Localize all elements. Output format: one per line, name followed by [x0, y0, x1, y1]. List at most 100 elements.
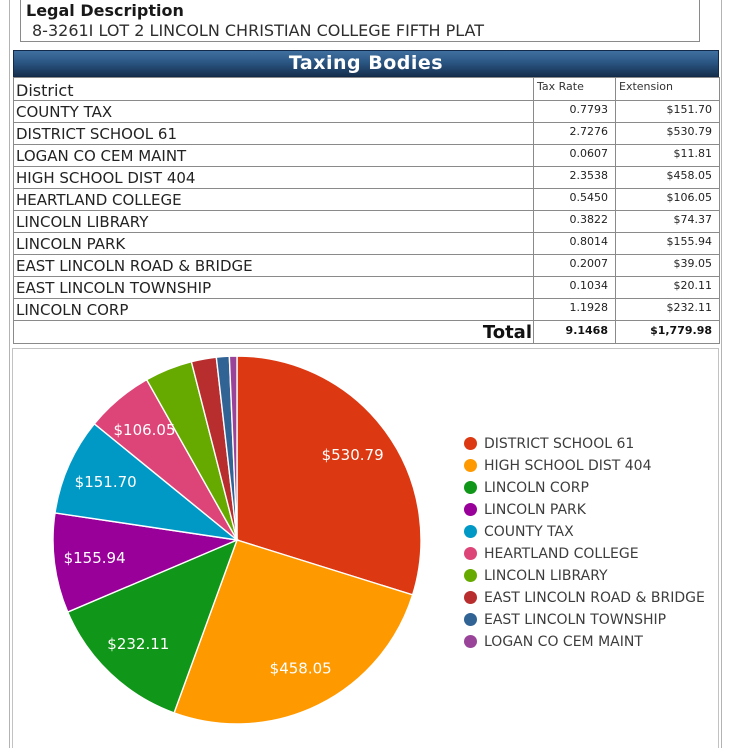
- extension-cell: $155.94: [615, 232, 720, 255]
- table-total-row: Total 9.1468 $1,779.98: [13, 320, 720, 344]
- table-row: LOGAN CO CEM MAINT 0.0607 $11.81: [13, 144, 720, 167]
- table-row: EAST LINCOLN ROAD & BRIDGE 0.2007 $39.05: [13, 254, 720, 277]
- tax-rate-cell: 0.3822: [533, 210, 616, 233]
- pie-slice-value-label: $151.70: [75, 473, 137, 491]
- extension-cell: $232.11: [615, 298, 720, 321]
- tax-pie-chart: $530.79 $458.05 $232.11 $155.94 $151.70 $106.…: [52, 355, 422, 725]
- pie-slice: [228, 355, 238, 541]
- legal-description-box: Legal Description 8-3261I LOT 2 LINCOLN …: [20, 0, 700, 42]
- district-cell: DISTRICT SCHOOL 61: [13, 122, 534, 145]
- extension-cell: $106.05: [615, 188, 720, 211]
- extension-cell: $74.37: [615, 210, 720, 233]
- district-cell: LOGAN CO CEM MAINT: [13, 144, 534, 167]
- extension-cell: $20.11: [615, 276, 720, 299]
- legend-label: EAST LINCOLN ROAD & BRIDGE: [484, 589, 705, 606]
- pie-slice-value-label: $155.94: [64, 549, 126, 567]
- legend-item: HEARTLAND COLLEGE: [464, 545, 705, 562]
- pie-slice-value-label: $530.79: [322, 446, 384, 464]
- extension-cell: $530.79: [615, 122, 720, 145]
- table-row: LINCOLN PARK 0.8014 $155.94: [13, 232, 720, 255]
- total-label: Total: [13, 320, 534, 344]
- legend-color-dot: [464, 569, 477, 582]
- legend-label: EAST LINCOLN TOWNSHIP: [484, 611, 667, 628]
- tax-rate-cell: 0.2007: [533, 254, 616, 277]
- pie-slice-value-label: $458.05: [270, 660, 332, 678]
- legend-color-dot: [464, 503, 477, 516]
- legend-color-dot: [464, 437, 477, 450]
- table-header-row: District Tax Rate Extension: [13, 77, 720, 101]
- tax-rate-cell: 0.7793: [533, 100, 616, 123]
- legend-item: DISTRICT SCHOOL 61: [464, 435, 705, 452]
- table-row: COUNTY TAX 0.7793 $151.70: [13, 100, 720, 123]
- legend-item: LOGAN CO CEM MAINT: [464, 633, 705, 650]
- legend-color-dot: [464, 459, 477, 472]
- outer-border-right: [721, 0, 722, 748]
- legend-item: HIGH SCHOOL DIST 404: [464, 457, 705, 474]
- legend-label: COUNTY TAX: [484, 523, 574, 540]
- legend-label: DISTRICT SCHOOL 61: [484, 435, 635, 452]
- taxing-bodies-header: Taxing Bodies: [13, 50, 719, 77]
- legend-label: HEARTLAND COLLEGE: [484, 545, 639, 562]
- pie-slice: [173, 539, 414, 725]
- taxing-bodies-table: District Tax Rate Extension COUNTY TAX 0.…: [13, 77, 720, 344]
- legend-color-dot: [464, 613, 477, 626]
- legend-item: LINCOLN LIBRARY: [464, 567, 705, 584]
- legend-label: LINCOLN PARK: [484, 501, 586, 518]
- legend-color-dot: [464, 481, 477, 494]
- legend-label: LINCOLN CORP: [484, 479, 589, 496]
- outer-border-left: [9, 0, 10, 748]
- district-cell: LINCOLN PARK: [13, 232, 534, 255]
- extension-cell: $151.70: [615, 100, 720, 123]
- legend-color-dot: [464, 635, 477, 648]
- tax-rate-cell: 0.1034: [533, 276, 616, 299]
- legend-item: LINCOLN CORP: [464, 479, 705, 496]
- extension-cell: $11.81: [615, 144, 720, 167]
- column-header-tax-rate: Tax Rate: [533, 77, 616, 101]
- tax-rate-cell: 0.0607: [533, 144, 616, 167]
- table-row: EAST LINCOLN TOWNSHIP 0.1034 $20.11: [13, 276, 720, 299]
- legend-color-dot: [464, 547, 477, 560]
- legend-color-dot: [464, 591, 477, 604]
- legal-description-title: Legal Description: [26, 1, 184, 20]
- district-cell: HEARTLAND COLLEGE: [13, 188, 534, 211]
- table-row: LINCOLN CORP 1.1928 $232.11: [13, 298, 720, 321]
- legend-label: HIGH SCHOOL DIST 404: [484, 457, 652, 474]
- table-row: HEARTLAND COLLEGE 0.5450 $106.05: [13, 188, 720, 211]
- pie-slice-value-label: $106.05: [113, 421, 175, 439]
- legend-color-dot: [464, 525, 477, 538]
- table-row: LINCOLN LIBRARY 0.3822 $74.37: [13, 210, 720, 233]
- table-row: HIGH SCHOOL DIST 404 2.3538 $458.05: [13, 166, 720, 189]
- district-cell: HIGH SCHOOL DIST 404: [13, 166, 534, 189]
- extension-cell: $39.05: [615, 254, 720, 277]
- legend-item: EAST LINCOLN ROAD & BRIDGE: [464, 589, 705, 606]
- legend-item: EAST LINCOLN TOWNSHIP: [464, 611, 705, 628]
- total-tax-rate: 9.1468: [533, 320, 616, 344]
- tax-rate-cell: 2.3538: [533, 166, 616, 189]
- tax-rate-cell: 0.5450: [533, 188, 616, 211]
- pie-slice: [236, 355, 422, 596]
- tax-rate-cell: 2.7276: [533, 122, 616, 145]
- pie-chart-legend: DISTRICT SCHOOL 61 HIGH SCHOOL DIST 404 LI…: [464, 435, 705, 650]
- pie-slice: [52, 512, 240, 613]
- legend-item: COUNTY TAX: [464, 523, 705, 540]
- legend-label: LOGAN CO CEM MAINT: [484, 633, 643, 650]
- total-extension: $1,779.98: [615, 320, 720, 344]
- extension-cell: $458.05: [615, 166, 720, 189]
- pie-slice: [66, 538, 239, 714]
- district-cell: LINCOLN CORP: [13, 298, 534, 321]
- legal-description-value: 8-3261I LOT 2 LINCOLN CHRISTIAN COLLEGE …: [32, 21, 484, 40]
- district-cell: COUNTY TAX: [13, 100, 534, 123]
- table-row: DISTRICT SCHOOL 61 2.7276 $530.79: [13, 122, 720, 145]
- pie-slice-value-label: $232.11: [107, 635, 169, 653]
- legend-item: LINCOLN PARK: [464, 501, 705, 518]
- taxing-bodies-section: Taxing Bodies District Tax Rate Extensio…: [13, 50, 720, 344]
- legend-label: LINCOLN LIBRARY: [484, 567, 608, 584]
- district-cell: LINCOLN LIBRARY: [13, 210, 534, 233]
- district-cell: EAST LINCOLN ROAD & BRIDGE: [13, 254, 534, 277]
- tax-rate-cell: 0.8014: [533, 232, 616, 255]
- tax-distribution-chart-panel: $530.79 $458.05 $232.11 $155.94 $151.70 $106.…: [12, 348, 719, 748]
- district-cell: EAST LINCOLN TOWNSHIP: [13, 276, 534, 299]
- column-header-extension: Extension: [615, 77, 720, 101]
- tax-rate-cell: 1.1928: [533, 298, 616, 321]
